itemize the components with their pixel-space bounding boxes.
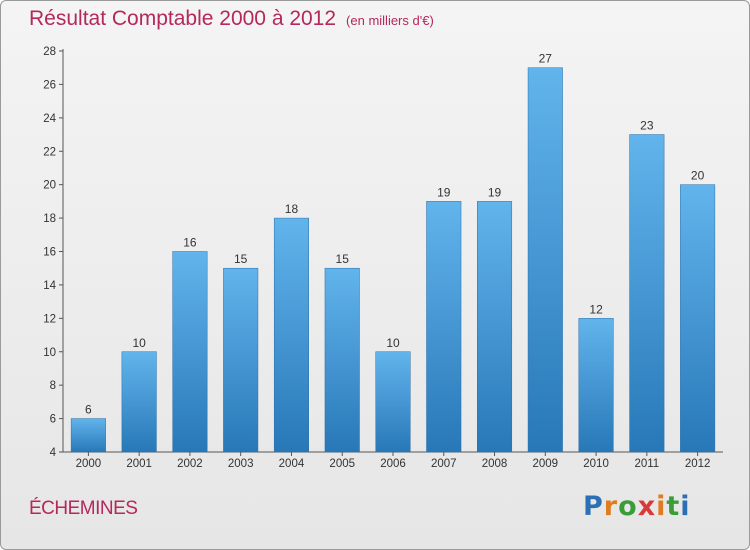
- y-tick-label: 6: [50, 414, 56, 426]
- bar-2010: [578, 318, 614, 453]
- proxiti-logo: Proxiti: [583, 491, 691, 522]
- x-tick-label: 2006: [380, 458, 406, 470]
- x-tick-label: 2008: [482, 458, 508, 470]
- x-tick-label: 2003: [228, 458, 254, 470]
- bar-2004: [273, 217, 309, 453]
- value-label: 18: [285, 202, 299, 216]
- x-tick-label: 2011: [634, 458, 659, 470]
- value-label: 20: [691, 169, 705, 183]
- logo-letter: i: [656, 491, 667, 522]
- value-label: 16: [183, 236, 197, 250]
- bar-2001: [121, 351, 157, 453]
- value-label: 10: [132, 336, 146, 350]
- commune-name: ÉCHEMINES: [29, 498, 138, 519]
- value-label: 23: [640, 119, 654, 133]
- logo-letter: x: [637, 491, 657, 522]
- logo-letter: r: [603, 491, 619, 522]
- chart-title: Résultat Comptable 2000 à 2012 (en millie…: [29, 7, 434, 31]
- value-label: 15: [234, 252, 248, 266]
- bar-2000: [70, 418, 106, 453]
- bar-2005: [324, 267, 360, 453]
- bar-2006: [375, 351, 411, 453]
- y-tick-label: 12: [43, 313, 56, 325]
- logo-letter: P: [583, 491, 604, 522]
- value-label: 27: [539, 52, 553, 66]
- x-tick-label: 2009: [533, 458, 559, 470]
- logo-letter: i: [680, 491, 691, 522]
- value-label: 19: [488, 185, 502, 199]
- value-label: 10: [386, 336, 400, 350]
- x-tick-label: 2002: [177, 458, 203, 470]
- bar-2009: [527, 67, 563, 453]
- value-label: 12: [589, 302, 603, 316]
- y-tick-label: 18: [43, 213, 56, 225]
- x-tick-label: 2004: [279, 458, 305, 470]
- bar-2003: [223, 267, 259, 453]
- y-tick-label: 14: [43, 280, 56, 292]
- y-tick-label: 24: [43, 113, 56, 125]
- bar-2012: [680, 184, 716, 453]
- bar-2011: [629, 134, 665, 453]
- y-tick-label: 22: [43, 146, 56, 158]
- y-tick-label: 10: [43, 347, 56, 359]
- y-tick-label: 20: [43, 180, 56, 192]
- bar-2007: [426, 201, 462, 453]
- chart-title-text: Résultat Comptable 2000 à 2012: [29, 7, 337, 30]
- x-tick-label: 2001: [126, 458, 152, 470]
- x-tick-label: 2010: [583, 458, 609, 470]
- value-label: 19: [437, 185, 451, 199]
- bar-2002: [172, 251, 208, 453]
- bar-2008: [477, 201, 513, 453]
- x-tick-label: 2005: [329, 458, 355, 470]
- value-label: 15: [336, 252, 350, 266]
- x-tick-label: 2012: [685, 458, 711, 470]
- chart-unit: (en milliers d'€): [346, 13, 434, 28]
- y-tick-label: 8: [50, 380, 56, 392]
- logo-letter: o: [618, 491, 638, 522]
- y-tick-label: 4: [50, 447, 57, 459]
- logo-letter: t: [666, 491, 681, 522]
- x-tick-label: 2007: [431, 458, 457, 470]
- y-tick-label: 28: [43, 46, 56, 58]
- y-tick-label: 26: [43, 79, 56, 91]
- value-label: 6: [85, 403, 92, 417]
- x-tick-label: 2000: [76, 458, 102, 470]
- y-tick-label: 16: [43, 247, 56, 259]
